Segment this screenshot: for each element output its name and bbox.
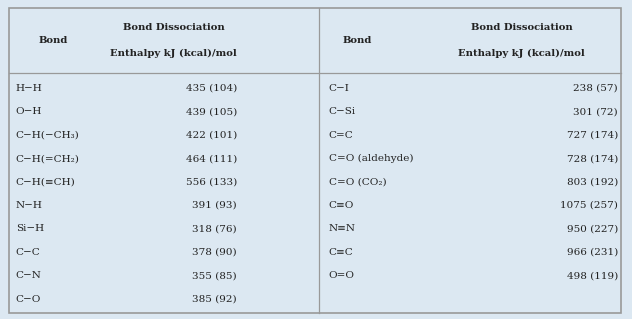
- Text: Bond: Bond: [343, 36, 372, 45]
- Text: O=O: O=O: [329, 271, 355, 280]
- Text: C≡C: C≡C: [329, 248, 353, 257]
- Text: O−H: O−H: [16, 107, 42, 116]
- Text: Bond Dissociation: Bond Dissociation: [471, 23, 572, 33]
- Text: 966 (231): 966 (231): [567, 248, 618, 257]
- Text: N−H: N−H: [16, 201, 43, 210]
- Text: C−C: C−C: [16, 248, 40, 257]
- Text: C−H(=CH₂): C−H(=CH₂): [16, 154, 80, 163]
- Text: Si−H: Si−H: [16, 225, 44, 234]
- Text: C−H(−CH₃): C−H(−CH₃): [16, 131, 80, 140]
- Text: N≡N: N≡N: [329, 225, 356, 234]
- Text: 391 (93): 391 (93): [192, 201, 237, 210]
- Text: 498 (119): 498 (119): [567, 271, 618, 280]
- Text: Enthalpy kJ (kcal)/mol: Enthalpy kJ (kcal)/mol: [458, 49, 585, 58]
- Text: 1075 (257): 1075 (257): [560, 201, 618, 210]
- Text: C−O: C−O: [16, 295, 41, 304]
- Text: H−H: H−H: [16, 84, 42, 93]
- Text: C=C: C=C: [329, 131, 353, 140]
- Text: C=O (aldehyde): C=O (aldehyde): [329, 154, 413, 163]
- Text: C−I: C−I: [329, 84, 349, 93]
- Text: 435 (104): 435 (104): [186, 84, 237, 93]
- FancyBboxPatch shape: [9, 8, 621, 313]
- Text: C≡O: C≡O: [329, 201, 354, 210]
- Text: 301 (72): 301 (72): [573, 107, 618, 116]
- Text: C=O (CO₂): C=O (CO₂): [329, 178, 386, 187]
- Text: 803 (192): 803 (192): [567, 178, 618, 187]
- Text: 422 (101): 422 (101): [186, 131, 237, 140]
- Text: 385 (92): 385 (92): [192, 295, 237, 304]
- Text: Bond Dissociation: Bond Dissociation: [123, 23, 224, 33]
- Text: Enthalpy kJ (kcal)/mol: Enthalpy kJ (kcal)/mol: [111, 49, 237, 58]
- Text: C−Si: C−Si: [329, 107, 356, 116]
- Text: C−N: C−N: [16, 271, 42, 280]
- Text: 728 (174): 728 (174): [567, 154, 618, 163]
- Text: 950 (227): 950 (227): [567, 225, 618, 234]
- Text: 238 (57): 238 (57): [573, 84, 618, 93]
- Text: 378 (90): 378 (90): [192, 248, 237, 257]
- Text: 355 (85): 355 (85): [192, 271, 237, 280]
- Text: 727 (174): 727 (174): [567, 131, 618, 140]
- Text: 464 (111): 464 (111): [186, 154, 237, 163]
- Text: 556 (133): 556 (133): [186, 178, 237, 187]
- Text: 439 (105): 439 (105): [186, 107, 237, 116]
- Text: C−H(≡CH): C−H(≡CH): [16, 178, 76, 187]
- Text: 318 (76): 318 (76): [192, 225, 237, 234]
- Text: Bond: Bond: [39, 36, 68, 45]
